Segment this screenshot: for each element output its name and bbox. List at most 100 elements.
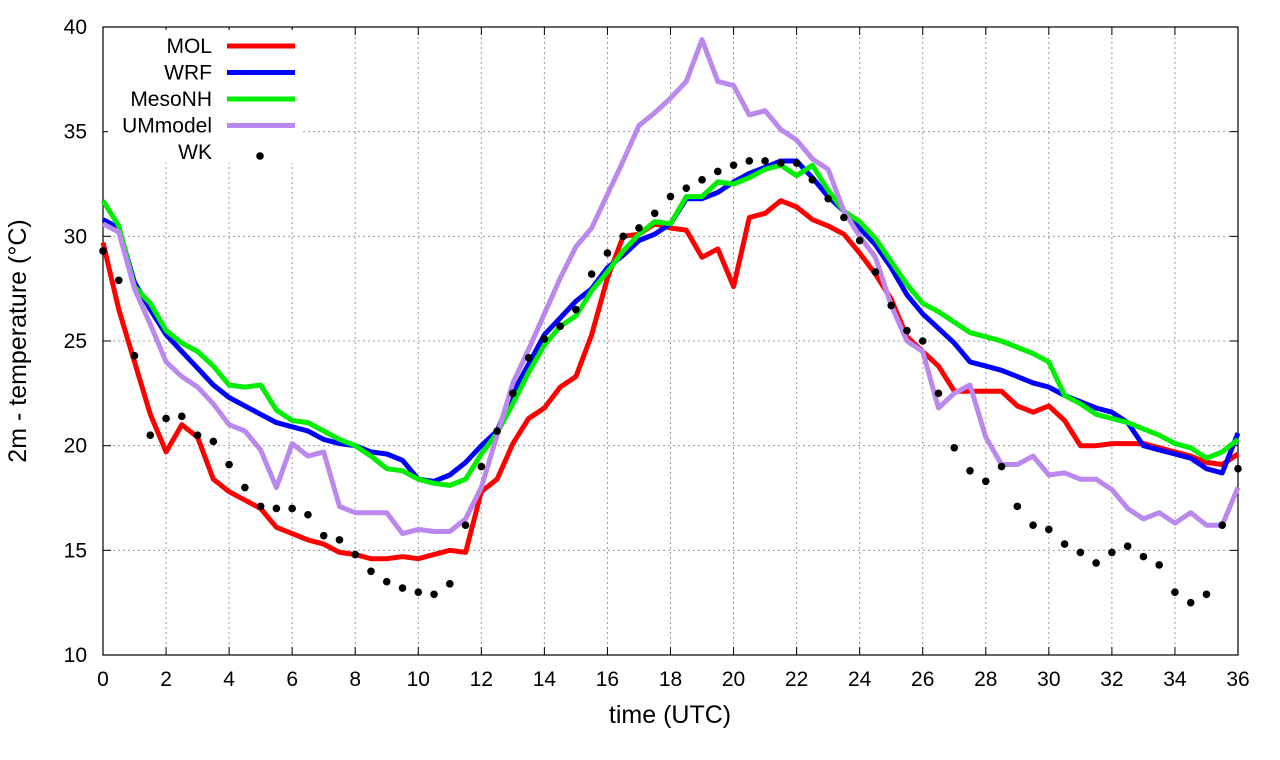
axis-ticks: 0 2 4 6 8 10 12 14 16 18 20 22 24 26 28 30 32 34 361015202… (64, 16, 1250, 691)
data-point-wk (887, 301, 895, 310)
y-tick-label: 30 (64, 225, 87, 248)
data-point-wk (635, 224, 643, 232)
grid (103, 27, 1238, 655)
data-point-wk (256, 502, 265, 511)
data-point-wk (209, 437, 218, 446)
data-point-wk (745, 157, 754, 165)
x-tick-label: 4 (223, 668, 235, 691)
series-wk-points (99, 157, 1242, 607)
data-point-wk (367, 567, 375, 576)
legend: MOL WRF MesoNH UMmodel WK (108, 30, 300, 164)
y-tick-label: 40 (64, 16, 87, 39)
x-tick-label: 24 (848, 668, 872, 691)
data-point-wk (114, 276, 123, 285)
data-point-wk (540, 335, 549, 343)
x-tick-label: 14 (533, 668, 557, 691)
data-point-wk (351, 550, 360, 559)
series-mol-line (100, 198, 1240, 562)
y-tick-label: 10 (64, 644, 87, 667)
data-point-wk (178, 412, 186, 421)
data-point-wk (146, 431, 155, 440)
data-point-wk (493, 427, 501, 435)
data-point-wk (509, 389, 517, 398)
data-point-wk (1218, 521, 1227, 530)
data-point-wk (1108, 548, 1116, 557)
data-point-wk (1123, 542, 1132, 550)
data-point-wk (1092, 559, 1100, 567)
data-point-wk (430, 590, 438, 599)
x-axis-title: time (UTC) (609, 701, 731, 729)
data-point-wk (1060, 540, 1069, 548)
x-tick-label: 20 (722, 668, 745, 691)
data-point-wk (603, 249, 612, 257)
data-point-wk (241, 483, 249, 492)
data-point-wk (1155, 561, 1163, 569)
y-tick-label: 15 (64, 539, 87, 562)
legend-label-mol: MOL (166, 35, 212, 58)
data-point-wk (288, 504, 296, 513)
data-point-wk (193, 431, 202, 440)
legend-marker-wk (256, 152, 264, 160)
data-point-wk (650, 209, 659, 218)
data-point-wk (855, 236, 864, 245)
data-point-wk (130, 351, 139, 360)
data-point-wk (1139, 552, 1148, 561)
data-point-wk (335, 536, 344, 544)
data-point-wk (524, 353, 533, 362)
y-tick-label: 25 (64, 330, 87, 353)
data-point-wk (382, 577, 391, 586)
data-point-wk (162, 414, 170, 423)
x-tick-label: 18 (659, 668, 682, 691)
x-tick-label: 22 (785, 668, 808, 691)
data-point-wk (414, 588, 423, 596)
data-point-wk (950, 443, 959, 452)
data-point-wk (1202, 590, 1211, 599)
data-point-wk (477, 462, 486, 471)
x-tick-label: 10 (407, 668, 430, 691)
legend-label-wk: WK (178, 141, 212, 164)
data-point-wk (1076, 548, 1085, 557)
data-point-wk (1234, 464, 1242, 473)
data-point-wk (871, 268, 880, 276)
data-point-wk (556, 322, 564, 331)
data-point-wk (792, 159, 801, 167)
data-point-wk (446, 580, 454, 588)
data-point-wk (918, 337, 927, 345)
data-point-wk (1171, 588, 1179, 596)
x-tick-label: 32 (1100, 668, 1123, 691)
x-tick-label: 36 (1226, 668, 1249, 691)
data-point-wk (698, 176, 706, 184)
data-point-wk (682, 184, 691, 192)
legend-label-mesonh: MesoNH (130, 88, 212, 111)
data-point-wk (225, 460, 233, 469)
series-ummodel-line (101, 37, 1241, 537)
data-point-wk (903, 326, 911, 335)
data-point-wk (1045, 525, 1053, 534)
data-point-wk (572, 305, 580, 314)
data-point-wk (840, 213, 848, 222)
data-point-wk (398, 584, 407, 592)
data-point-wk (666, 192, 675, 201)
data-point-wk (587, 270, 596, 278)
data-point-wk (1013, 502, 1022, 511)
x-tick-label: 34 (1163, 668, 1187, 691)
x-tick-label: 16 (596, 668, 619, 691)
x-tick-label: 26 (911, 668, 934, 691)
data-point-wk (461, 521, 470, 530)
data-point-wk (934, 389, 943, 398)
data-point-wk (99, 247, 107, 255)
data-point-wk (272, 504, 281, 513)
data-point-wk (1029, 521, 1037, 530)
data-point-wk (808, 176, 817, 184)
data-point-wk (824, 194, 832, 203)
series-group (99, 37, 1242, 607)
data-point-wk (304, 510, 312, 519)
x-tick-label: 12 (470, 668, 493, 691)
x-tick-label: 2 (160, 668, 172, 691)
data-point-wk (619, 232, 628, 241)
data-point-wk (997, 462, 1006, 471)
x-tick-label: 6 (286, 668, 298, 691)
x-tick-label: 0 (97, 668, 109, 691)
data-point-wk (966, 466, 974, 475)
